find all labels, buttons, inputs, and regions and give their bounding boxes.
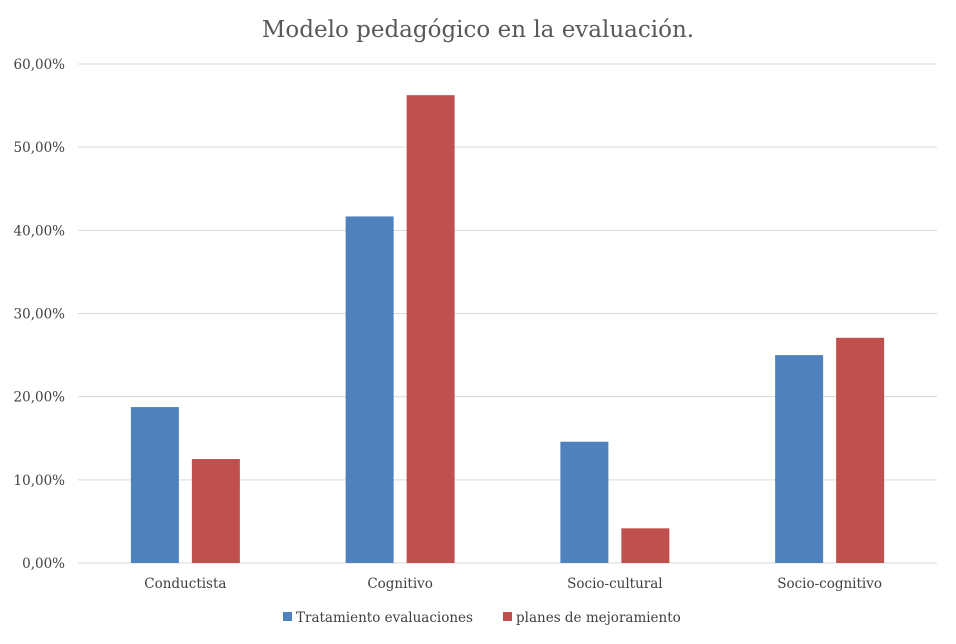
y-tick-label: 50,00% <box>14 140 66 156</box>
y-tick-label: 40,00% <box>14 223 66 239</box>
legend-swatch <box>503 612 512 621</box>
bar-planes-cognitivo <box>406 95 455 563</box>
bars <box>130 95 885 563</box>
y-tick-label: 0,00% <box>22 556 65 572</box>
bar-tratamiento-cognitivo <box>345 216 394 563</box>
bar-tratamiento-socio-cultural <box>560 441 609 563</box>
bar-planes-conductista <box>191 459 240 563</box>
y-tick-label: 10,00% <box>14 473 66 489</box>
bar-planes-socio-cultural <box>621 528 670 563</box>
legend-swatch <box>283 612 292 621</box>
x-category-label: Cognitivo <box>367 576 433 592</box>
legend: Tratamiento evaluaciones planes de mejora… <box>283 610 681 626</box>
y-tick-label: 20,00% <box>14 390 66 406</box>
y-tick-label: 60,00% <box>14 57 66 73</box>
x-axis-category-labels: Conductista Cognitivo Socio-cultural Socio-… <box>144 576 882 592</box>
chart-title: Modelo pedagógico en la evaluación. <box>262 17 694 43</box>
x-category-label: Conductista <box>144 576 226 592</box>
bar-tratamiento-socio-cognitivo <box>775 355 824 563</box>
legend-label: Tratamiento evaluaciones <box>296 610 473 626</box>
y-tick-label: 30,00% <box>14 307 66 323</box>
x-category-label: Socio-cultural <box>567 576 662 592</box>
y-axis-tick-labels: 0,00% 10,00% 20,00% 30,00% 40,00% 50,00% 60,00… <box>14 57 66 572</box>
x-category-label: Socio-cognitivo <box>777 576 882 592</box>
bar-tratamiento-conductista <box>130 407 179 563</box>
legend-label: planes de mejoramiento <box>516 610 681 626</box>
bar-planes-socio-cognitivo <box>836 337 885 563</box>
